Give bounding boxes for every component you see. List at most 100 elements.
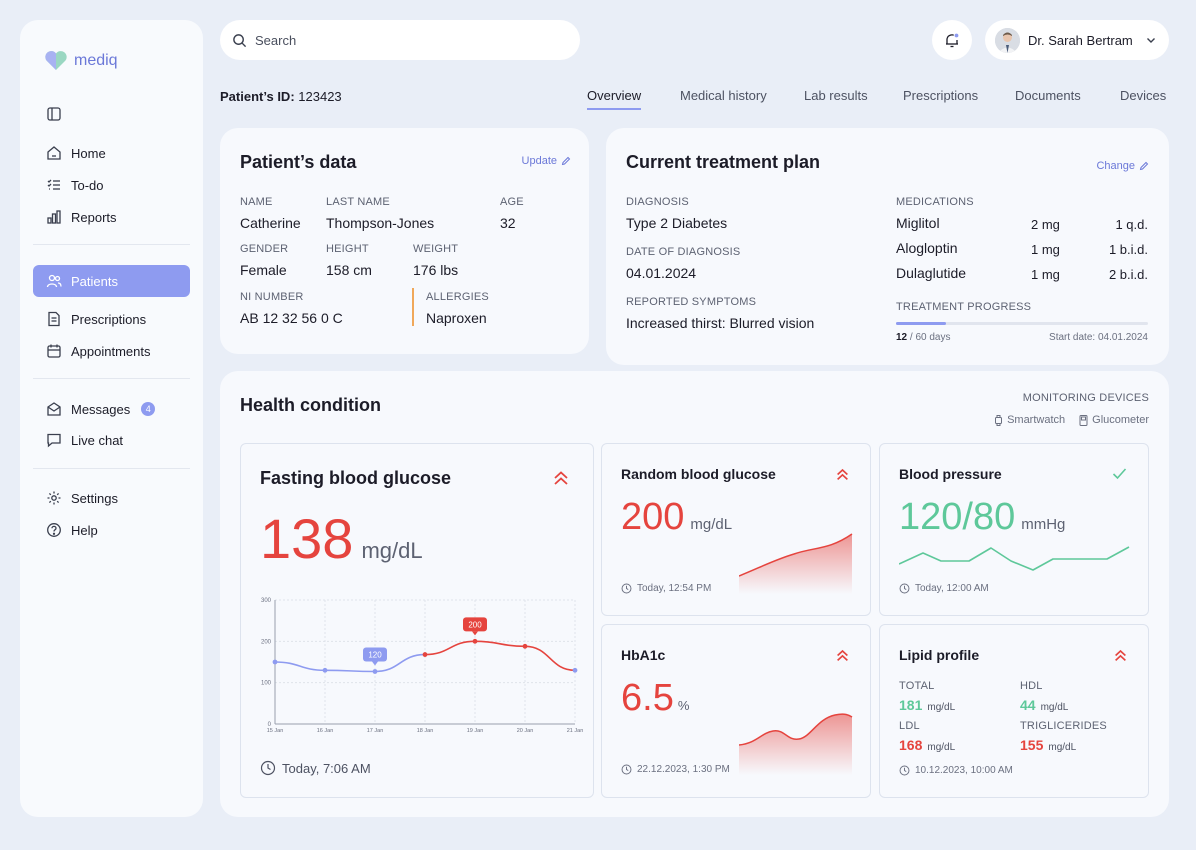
brand[interactable]: mediq (44, 50, 118, 71)
hba1c-unit: % (677, 698, 690, 713)
data-point (322, 667, 328, 673)
random-value: 200 (621, 496, 685, 538)
sidebar-item-home[interactable]: Home (33, 137, 190, 169)
patient-id-label: Patient’s ID: (220, 89, 295, 104)
tab-medical-history[interactable]: Medical history (680, 88, 767, 103)
bp-unit: mmHg (1021, 516, 1066, 533)
weight-label: WEIGHT (413, 243, 459, 255)
tab-prescriptions[interactable]: Prescriptions (903, 88, 979, 103)
ni-label: NI NUMBER (240, 291, 304, 303)
sidebar-item-label: Prescriptions (71, 311, 147, 327)
height-value: 158 cm (326, 262, 372, 278)
sidebar-item-label: Home (71, 145, 106, 161)
medication-name: Alogloptin (896, 240, 958, 256)
series-line-normal (274, 653, 426, 673)
checklist-icon (47, 179, 60, 190)
time-label: Today, 12:00 AM (915, 583, 989, 594)
age-value: 32 (500, 215, 516, 231)
x-tick-label: 21 Jan (567, 728, 584, 734)
help-icon (47, 523, 61, 537)
clock-icon (899, 583, 910, 594)
document-icon (48, 311, 60, 327)
ldl-unit: mg/dL (927, 742, 956, 753)
allergies-value: Naproxen (426, 310, 487, 326)
lipid-profile-panel[interactable]: Lipid profile TOTAL 181 mg/dL HDL 44 mg/… (879, 624, 1149, 798)
heart-logo-icon (45, 51, 67, 70)
triglycerides-value: 155 (1020, 737, 1044, 753)
sidebar-item-todo[interactable]: To-do (33, 169, 190, 201)
time-label: 10.12.2023, 10:00 AM (915, 765, 1013, 776)
sidebar-item-reports[interactable]: Reports (33, 201, 190, 233)
y-tick-label: 300 (261, 598, 272, 604)
triglycerides-reading: 155 mg/dL (1020, 737, 1076, 753)
pencil-icon (561, 156, 571, 166)
home-icon (47, 146, 61, 160)
device-smartwatch[interactable]: Smartwatch (994, 414, 1065, 426)
sidebar-item-patients[interactable]: Patients (33, 265, 190, 297)
annotation-pointer (372, 661, 378, 666)
clock-icon (621, 583, 632, 594)
x-tick-label: 18 Jan (417, 728, 434, 734)
bp-value: 120/80 (899, 496, 1016, 538)
annotation-label: 120 (368, 651, 382, 660)
blood-pressure-panel[interactable]: Blood pressure 120/80 mmHg Today, 12:00 … (879, 443, 1149, 616)
sidebar-item-appointments[interactable]: Appointments (33, 335, 190, 367)
height-label: HEIGHT (326, 243, 369, 255)
device-list: Smartwatch Glucometer (994, 414, 1149, 426)
tab-overview[interactable]: Overview (587, 88, 642, 110)
user-menu[interactable]: Dr. Sarah Bertram (985, 20, 1169, 60)
hba1c-reading: 6.5 % (621, 677, 689, 720)
change-button[interactable]: Change (1096, 160, 1149, 172)
medication-frequency: 1 b.i.d. (1108, 242, 1148, 257)
y-tick-label: 200 (261, 639, 272, 645)
blood-pressure-sparkline (899, 546, 1130, 571)
sidebar-item-settings[interactable]: Settings (33, 482, 190, 514)
total-value: 181 (899, 697, 923, 713)
tab-lab-results[interactable]: Lab results (804, 88, 868, 103)
progress-total: / 60 days (909, 332, 951, 343)
medication-dose: 1 mg (1031, 242, 1060, 257)
time-label: 22.12.2023, 1:30 PM (637, 764, 730, 775)
brand-name: mediq (74, 51, 118, 69)
data-point (522, 643, 528, 649)
annotation-bubble (363, 647, 387, 662)
total-unit: mg/dL (927, 702, 956, 713)
change-label: Change (1096, 160, 1135, 172)
watch-icon (995, 414, 1003, 426)
x-tick-label: 17 Jan (367, 728, 384, 734)
ldl-reading: 168 mg/dL (899, 737, 955, 753)
sidebar-item-prescriptions[interactable]: Prescriptions (33, 303, 190, 335)
data-point (572, 667, 578, 673)
chevron-down-icon (1146, 38, 1155, 43)
progress-fill (896, 322, 947, 325)
sidebar-item-label: Live chat (71, 432, 124, 448)
sidebar-item-help[interactable]: Help (33, 514, 190, 546)
time-label: Today, 7:06 AM (282, 760, 371, 776)
data-point (472, 638, 478, 644)
fasting-unit: mg/dL (361, 538, 423, 563)
sidebar: mediq Home To-do Reports Patients Prescr… (20, 20, 203, 817)
hba1c-panel[interactable]: HbA1c 6.5 % 22.12.2023, 1:30 PM (601, 624, 871, 798)
medications-label: MEDICATIONS (896, 196, 974, 208)
bell-icon (946, 32, 960, 48)
sidebar-item-live-chat[interactable]: Live chat (33, 424, 190, 456)
device-glucometer[interactable]: Glucometer (1079, 414, 1149, 426)
annotation-bubble (463, 617, 487, 632)
hdl-unit: mg/dL (1040, 702, 1069, 713)
card-title: Health condition (240, 395, 381, 415)
tab-documents[interactable]: Documents (1015, 88, 1081, 103)
panel-title: Lipid profile (899, 647, 980, 663)
fasting-glucose-panel[interactable]: Fasting blood glucose 138 mg/dL 0 100 200 3… (240, 443, 594, 798)
random-glucose-sparkline (739, 533, 853, 594)
tab-devices[interactable]: Devices (1120, 88, 1167, 103)
progress-current: 12 (896, 332, 908, 343)
update-button[interactable]: Update (522, 155, 571, 167)
ldl-value: 168 (899, 737, 923, 753)
search-input[interactable] (255, 32, 555, 48)
search-bar (220, 20, 580, 60)
collapse-sidebar-icon[interactable] (46, 106, 62, 127)
notifications-button[interactable] (932, 20, 972, 60)
sidebar-item-messages[interactable]: Messages 4 (33, 393, 190, 425)
random-glucose-panel[interactable]: Random blood glucose 200 mg/dL Today, 12… (601, 443, 871, 616)
progress-label: TREATMENT PROGRESS (896, 301, 1032, 313)
